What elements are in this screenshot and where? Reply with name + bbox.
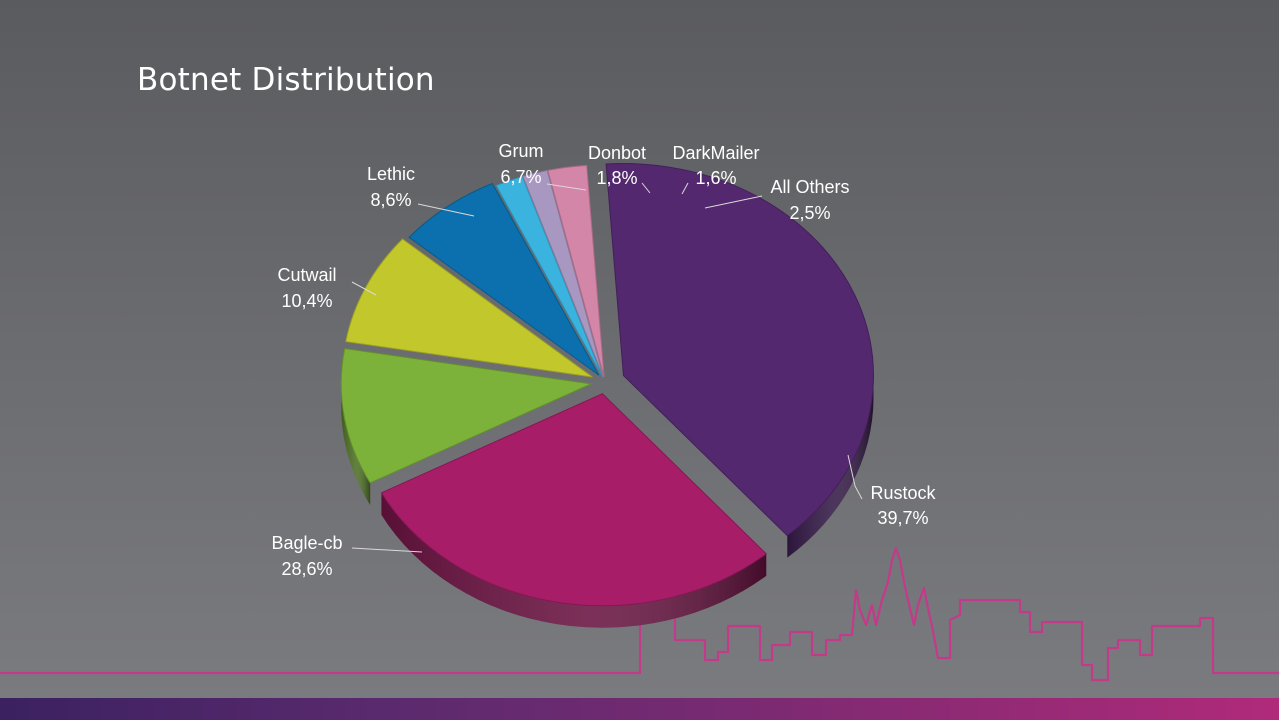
- slice-label-value: 1,6%: [695, 168, 736, 188]
- slice-label-value: 39,7%: [877, 508, 928, 528]
- slice-label-name: Rustock: [870, 483, 936, 503]
- slice-label-name: DarkMailer: [672, 143, 759, 163]
- slice-label-name: Donbot: [588, 143, 646, 163]
- slice-cutwail: [340, 347, 593, 484]
- pie-3d-sides: [341, 375, 874, 628]
- slice-label-value: 28,6%: [281, 559, 332, 579]
- slice-side-shade: [341, 383, 371, 506]
- slice-side-shade: [787, 375, 874, 558]
- slice-lethic: [345, 238, 593, 378]
- slice-label-value: 2,5%: [789, 203, 830, 223]
- slice-bagle-cb: [380, 393, 768, 607]
- pie-labels: Rustock 39,7% Bagle-cb 28,6% Cutwail 10,4% Let…: [271, 141, 936, 579]
- slice-label-value: 1,8%: [596, 168, 637, 188]
- slice-label-name: All Others: [770, 177, 849, 197]
- pie-slices: [340, 163, 874, 607]
- slice-label-name: Cutwail: [277, 265, 336, 285]
- slice-label-name: Bagle-cb: [271, 533, 342, 553]
- slice-label-value: 6,7%: [500, 167, 541, 187]
- leader-line: [704, 195, 763, 209]
- slice-darkmailer: [522, 169, 604, 378]
- slice-grum: [408, 182, 600, 376]
- slice-label-name: Grum: [499, 141, 544, 161]
- leader-line: [351, 547, 423, 553]
- slice-rustock: [605, 163, 874, 537]
- slice-label-value: 10,4%: [281, 291, 332, 311]
- slice-label-value: 8,6%: [370, 190, 411, 210]
- slice-all-others: [547, 164, 605, 378]
- leader-line: [351, 281, 377, 296]
- leader-line: [417, 203, 475, 217]
- leader-line: [546, 183, 587, 191]
- slide-title: Botnet Distribution: [137, 62, 435, 98]
- slice-label-name: Lethic: [367, 164, 415, 184]
- leader-line: [641, 182, 651, 194]
- footer-gradient-bar: [0, 698, 1279, 720]
- slice-side-shade: [381, 492, 767, 628]
- leader-line: [847, 454, 863, 500]
- slice-donbot: [495, 175, 604, 378]
- leader-line: [681, 182, 689, 195]
- city-skyline-decoration: [0, 546, 1279, 682]
